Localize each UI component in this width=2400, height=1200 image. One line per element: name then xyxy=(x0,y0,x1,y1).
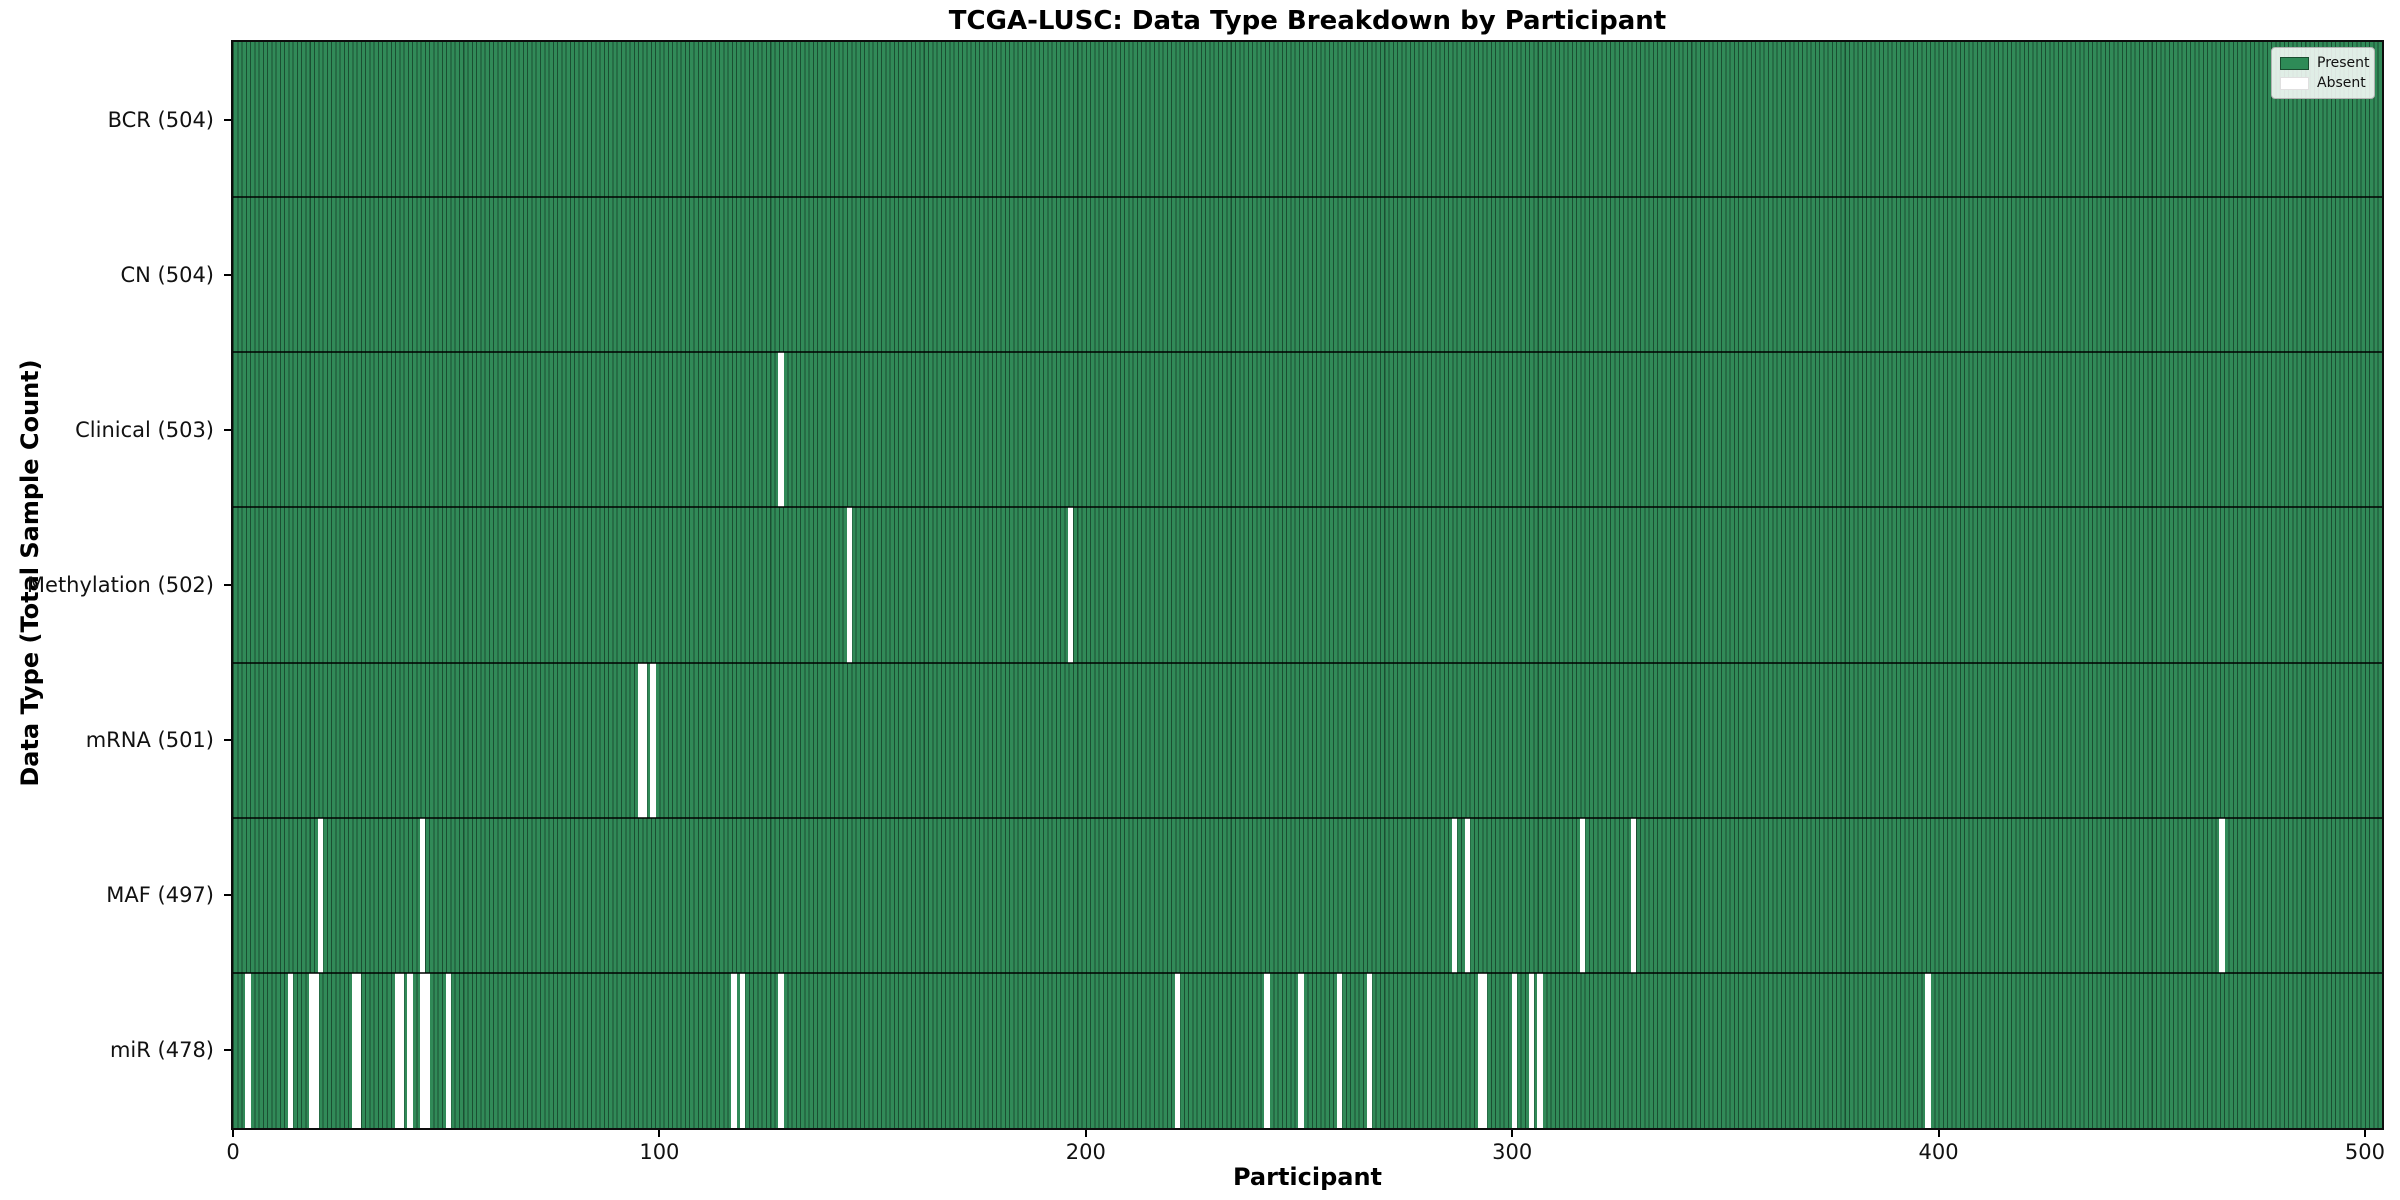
absent-gap xyxy=(731,972,737,1128)
legend-label-present: Present xyxy=(2317,55,2370,71)
x-tick-mark xyxy=(2363,1128,2366,1137)
y-tick-label-clinical: Clinical (503) xyxy=(75,417,214,442)
x-tick-label: 100 xyxy=(639,1140,680,1164)
absent-gap xyxy=(778,972,784,1128)
absent-gap xyxy=(1451,817,1458,973)
absent-gap xyxy=(394,972,400,1128)
x-tick-mark xyxy=(658,1128,661,1137)
legend-label-absent: Absent xyxy=(2317,75,2366,91)
row-band-methylation xyxy=(233,507,2382,663)
absent-gap xyxy=(1511,972,1517,1128)
legend: Present Absent xyxy=(2271,47,2375,99)
absent-gap xyxy=(317,817,324,973)
y-tick-label-mrna: mRNA (501) xyxy=(85,728,214,753)
absent-gap xyxy=(637,662,643,818)
row-band-bcr xyxy=(233,42,2382,198)
absent-gap xyxy=(407,972,413,1128)
absent-gap xyxy=(1068,507,1074,663)
x-tick-mark xyxy=(1084,1128,1087,1137)
x-tick-mark xyxy=(1511,1128,1514,1137)
absent-gap xyxy=(1528,972,1534,1128)
absent-gap xyxy=(309,972,315,1128)
absent-gap xyxy=(445,972,451,1128)
y-tick-label-mir: miR (478) xyxy=(109,1038,214,1063)
absent-gap xyxy=(313,972,319,1128)
absent-gap xyxy=(398,972,405,1128)
absent-gap xyxy=(778,352,784,508)
absent-gap xyxy=(287,972,294,1128)
y-tick-mark xyxy=(224,1049,233,1052)
absent-gap xyxy=(1298,972,1304,1128)
row-band-cn xyxy=(233,197,2382,353)
y-tick-mark xyxy=(224,118,233,121)
x-tick-label: 0 xyxy=(226,1140,240,1164)
y-tick-mark xyxy=(224,584,233,586)
x-tick-label: 200 xyxy=(1065,1140,1106,1164)
absent-gap xyxy=(1925,972,1931,1128)
absent-gap xyxy=(356,972,362,1128)
legend-entry-absent: Absent xyxy=(2280,73,2366,93)
absent-gap xyxy=(1537,972,1543,1128)
y-tick-mark xyxy=(224,894,233,897)
absent-gap xyxy=(2219,817,2225,973)
row-separator xyxy=(233,971,2382,974)
row-separator xyxy=(233,661,2382,664)
y-tick-label-cn: CN (504) xyxy=(120,262,214,287)
row-separator xyxy=(233,196,2382,199)
y-tick-mark xyxy=(224,739,233,742)
y-tick-label-bcr: BCR (504) xyxy=(107,107,214,132)
absent-gap xyxy=(846,507,852,663)
x-tick-label: 500 xyxy=(2344,1140,2385,1164)
y-tick-label-methylation: Methylation (502) xyxy=(26,573,214,597)
x-tick-mark xyxy=(1937,1128,1940,1137)
legend-entry-present: Present xyxy=(2280,53,2370,73)
absent-gap xyxy=(1481,972,1488,1128)
absent-gap xyxy=(1366,972,1372,1128)
y-tick-label-maf: MAF (497) xyxy=(106,883,214,908)
absent-gap xyxy=(420,972,426,1128)
absent-gap xyxy=(1579,817,1586,973)
absent-gap xyxy=(1464,817,1470,973)
absent-gap xyxy=(739,972,746,1128)
row-separator xyxy=(233,351,2382,354)
row-separator xyxy=(233,816,2382,819)
row-band-clinical xyxy=(233,352,2382,508)
row-separator xyxy=(233,506,2382,509)
absent-gap xyxy=(245,972,251,1128)
x-tick-label: 400 xyxy=(1918,1140,1959,1164)
absent-gap xyxy=(420,817,426,973)
absent-gap xyxy=(424,972,430,1128)
row-band-mir xyxy=(233,972,2382,1128)
absent-gap xyxy=(650,662,656,818)
y-tick-mark xyxy=(224,273,233,276)
absent-gap xyxy=(641,662,648,818)
x-tick-label: 300 xyxy=(1492,1140,1533,1164)
absent-swatch-icon xyxy=(2280,76,2309,90)
y-tick-mark xyxy=(224,428,233,431)
x-axis-label: Participant xyxy=(1232,1163,1383,1191)
absent-gap xyxy=(1631,817,1637,973)
chart-title: TCGA-LUSC: Data Type Breakdown by Partic… xyxy=(948,6,1667,36)
present-swatch-icon xyxy=(2280,56,2309,70)
row-band-maf xyxy=(233,817,2382,973)
plot-area xyxy=(233,42,2382,1128)
absent-gap xyxy=(1336,972,1343,1128)
absent-gap xyxy=(1174,972,1181,1128)
row-band-mrna xyxy=(233,662,2382,818)
absent-gap xyxy=(1477,972,1483,1128)
absent-gap xyxy=(351,972,358,1128)
absent-gap xyxy=(1264,972,1270,1128)
x-tick-mark xyxy=(232,1128,234,1137)
